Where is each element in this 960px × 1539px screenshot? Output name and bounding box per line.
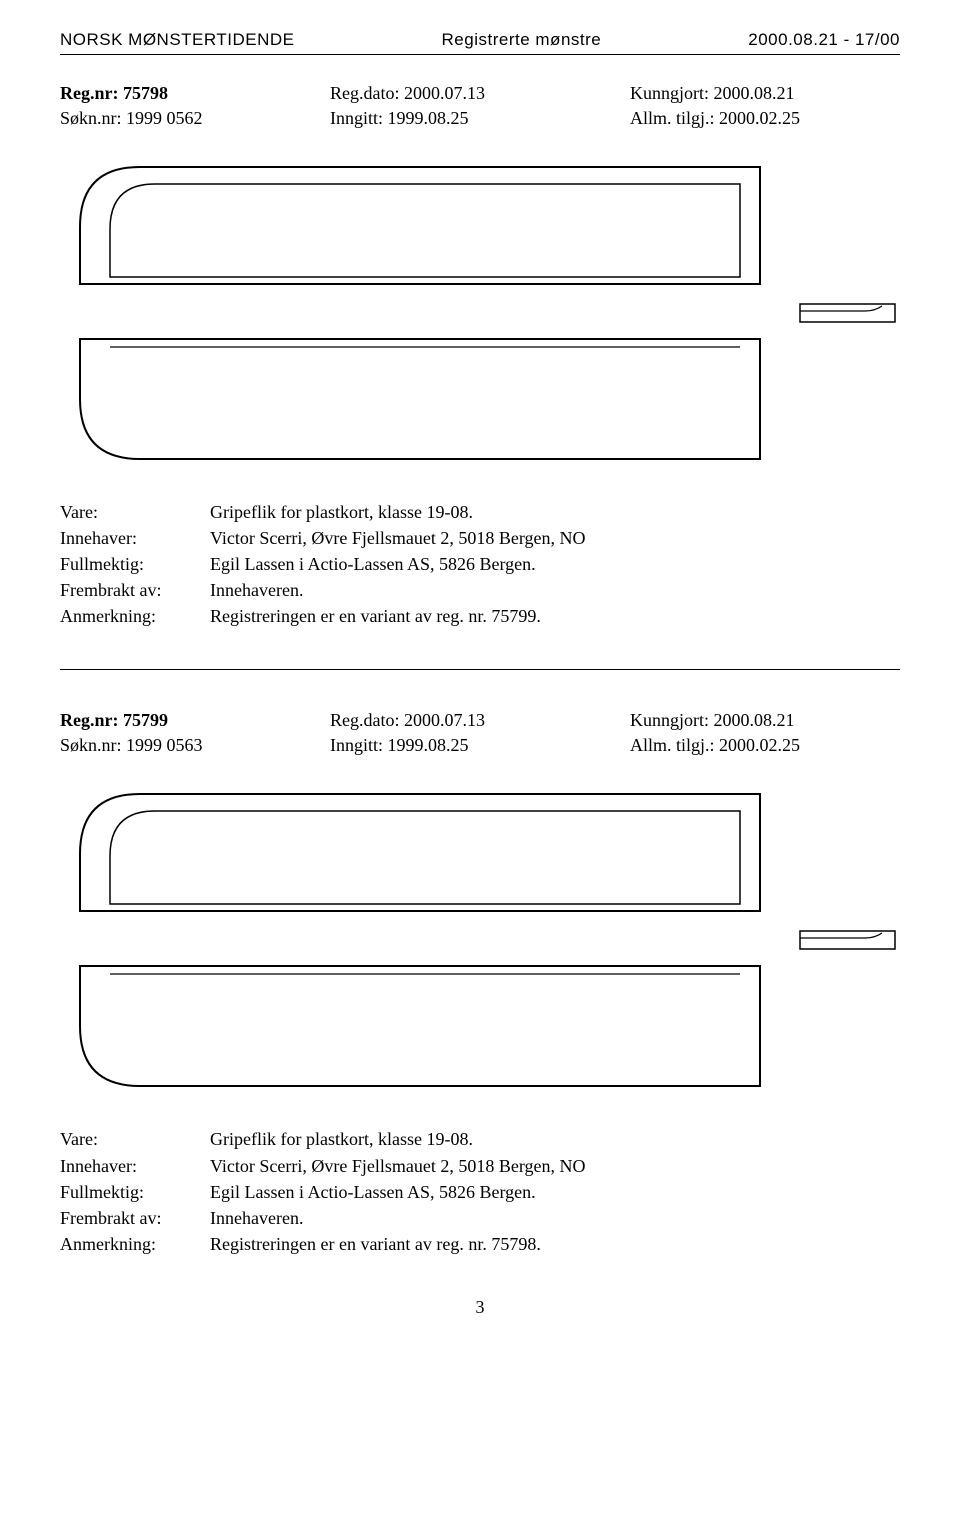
header-right: 2000.08.21 - 17/00 <box>748 30 900 50</box>
anmerkning-value: Registreringen er en variant av reg. nr.… <box>210 603 900 629</box>
vare-label: Vare: <box>60 1126 210 1152</box>
frembrakt-value: Innehaveren. <box>210 1205 900 1231</box>
sokn-nr-label: Søkn.nr: <box>60 108 122 128</box>
record-1: Reg.nr: 75798 Reg.dato: 2000.07.13 Kunng… <box>60 83 900 629</box>
anmerkning-label: Anmerkning: <box>60 603 210 629</box>
fullmektig-label: Fullmektig: <box>60 1179 210 1205</box>
inngitt: 1999.08.25 <box>388 108 469 128</box>
innehaver-value: Victor Scerri, Øvre Fjellsmauet 2, 5018 … <box>210 1153 900 1179</box>
allm-label: Allm. tilgj.: <box>630 108 715 128</box>
kunngjort-label: Kunngjort: <box>630 710 709 730</box>
sokn-nr: 1999 0563 <box>126 735 203 755</box>
design-drawing-1 <box>60 159 900 469</box>
reg-nr-label: Reg.nr: <box>60 83 118 103</box>
page-header: NORSK MØNSTERTIDENDE Registrerte mønstre… <box>60 30 900 55</box>
reg-dato-label: Reg.dato: <box>330 710 400 730</box>
record-1-details: Vare:Gripeflik for plastkort, klasse 19-… <box>60 499 900 629</box>
anmerkning-value: Registreringen er en variant av reg. nr.… <box>210 1231 900 1257</box>
header-left: NORSK MØNSTERTIDENDE <box>60 30 295 50</box>
reg-dato-label: Reg.dato: <box>330 83 400 103</box>
vare-value: Gripeflik for plastkort, klasse 19-08. <box>210 1126 900 1152</box>
allm-label: Allm. tilgj.: <box>630 735 715 755</box>
frembrakt-label: Frembrakt av: <box>60 577 210 603</box>
inngitt-label: Inngitt: <box>330 735 383 755</box>
fullmektig-value: Egil Lassen i Actio-Lassen AS, 5826 Berg… <box>210 551 900 577</box>
frembrakt-label: Frembrakt av: <box>60 1205 210 1231</box>
sokn-nr-label: Søkn.nr: <box>60 735 122 755</box>
innehaver-label: Innehaver: <box>60 525 210 551</box>
fullmektig-value: Egil Lassen i Actio-Lassen AS, 5826 Berg… <box>210 1179 900 1205</box>
design-drawing-2 <box>60 786 900 1096</box>
allm: 2000.02.25 <box>719 735 800 755</box>
kunngjort-label: Kunngjort: <box>630 83 709 103</box>
reg-nr: 75799 <box>123 710 168 730</box>
kunngjort: 2000.08.21 <box>714 710 795 730</box>
reg-dato: 2000.07.13 <box>404 710 485 730</box>
reg-dato: 2000.07.13 <box>404 83 485 103</box>
reg-nr: 75798 <box>123 83 168 103</box>
record-2: Reg.nr: 75799 Reg.dato: 2000.07.13 Kunng… <box>60 710 900 1256</box>
record-2-details: Vare:Gripeflik for plastkort, klasse 19-… <box>60 1126 900 1256</box>
inngitt: 1999.08.25 <box>388 735 469 755</box>
fullmektig-label: Fullmektig: <box>60 551 210 577</box>
sokn-nr: 1999 0562 <box>126 108 203 128</box>
reg-nr-label: Reg.nr: <box>60 710 118 730</box>
vare-label: Vare: <box>60 499 210 525</box>
page-number: 3 <box>60 1297 900 1318</box>
inngitt-label: Inngitt: <box>330 108 383 128</box>
vare-value: Gripeflik for plastkort, klasse 19-08. <box>210 499 900 525</box>
kunngjort: 2000.08.21 <box>714 83 795 103</box>
frembrakt-value: Innehaveren. <box>210 577 900 603</box>
allm: 2000.02.25 <box>719 108 800 128</box>
innehaver-label: Innehaver: <box>60 1153 210 1179</box>
header-center: Registrerte mønstre <box>442 30 602 50</box>
anmerkning-label: Anmerkning: <box>60 1231 210 1257</box>
innehaver-value: Victor Scerri, Øvre Fjellsmauet 2, 5018 … <box>210 525 900 551</box>
separator <box>60 669 900 670</box>
